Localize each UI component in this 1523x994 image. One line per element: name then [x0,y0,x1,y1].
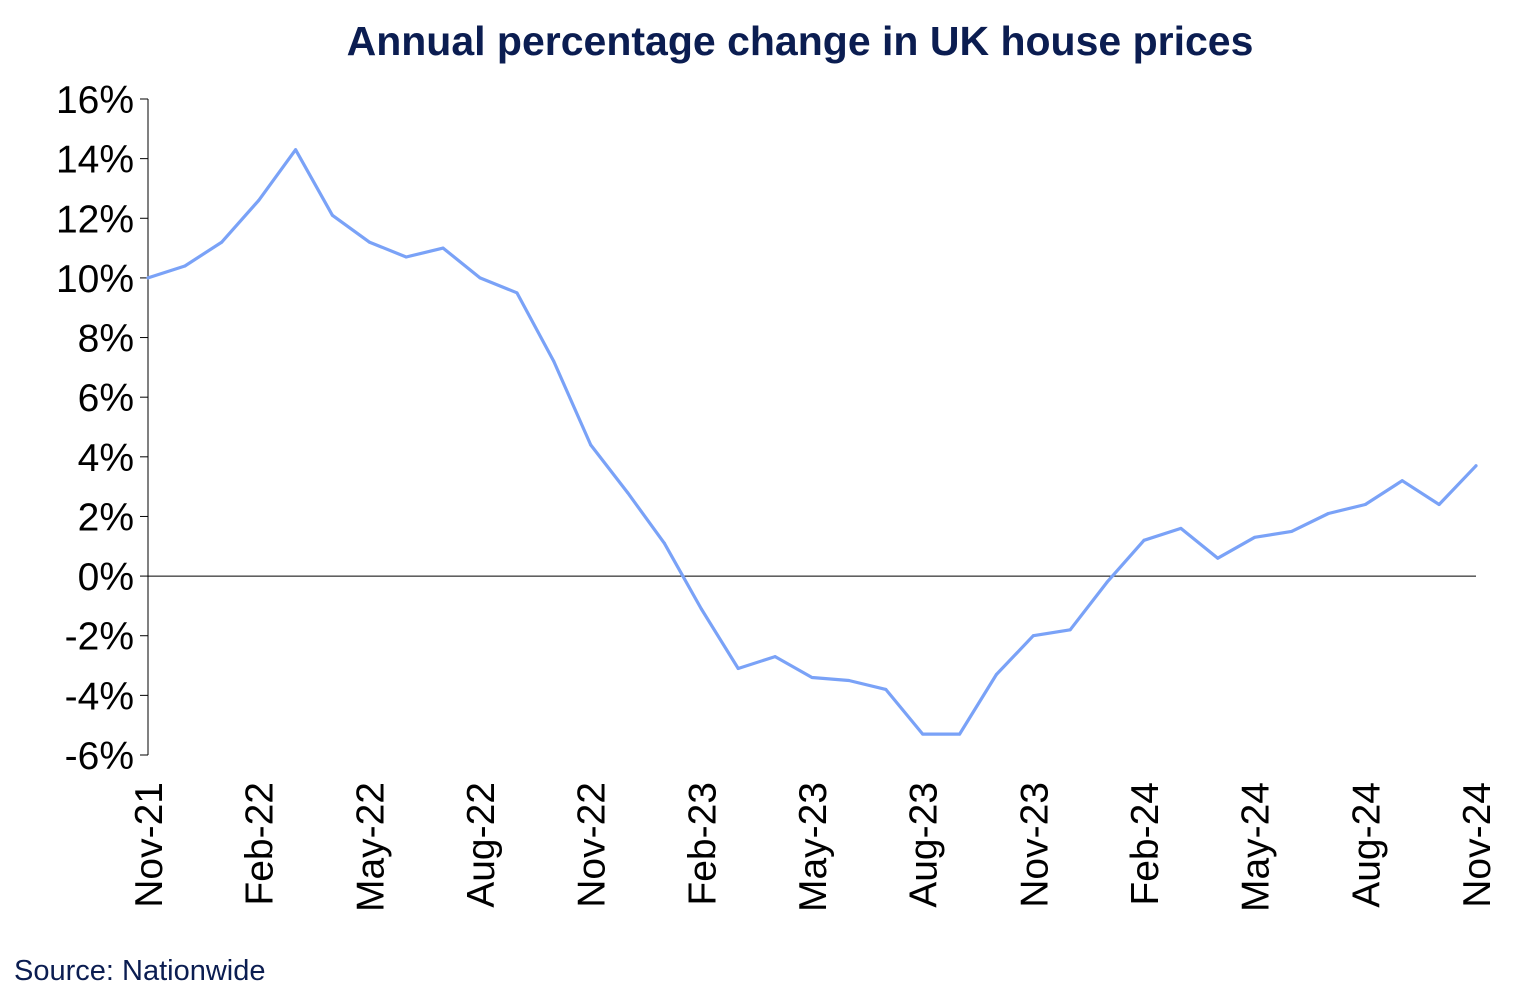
y-tick-label: 4% [78,437,134,480]
y-tick-label: 0% [78,556,134,599]
data-point [1142,538,1146,542]
data-point [183,264,187,268]
data-point [1474,464,1478,468]
data-point [884,687,888,691]
data-point [847,678,851,682]
x-tick-label: Nov-21 [128,782,171,908]
y-tick-label: 10% [56,258,134,301]
data-point [478,276,482,280]
data-point [958,732,962,736]
data-point [146,276,150,280]
data-point [773,655,777,659]
x-tick-label: May-24 [1235,782,1278,912]
data-point [736,667,740,671]
data-point [1363,503,1367,507]
y-tick-label: 8% [78,318,134,361]
data-point [810,675,814,679]
data-point [699,607,703,611]
data-point [1326,511,1330,515]
series-layer [146,148,1478,736]
data-point [1290,529,1294,533]
x-tick-label: Nov-22 [571,782,614,908]
chart-title: Annual percentage change in UK house pri… [346,18,1254,64]
data-point [1400,479,1404,483]
y-tick-label: -2% [65,616,134,659]
x-tick-label: Aug-22 [460,782,503,908]
x-tick-label: Aug-24 [1345,782,1388,908]
data-point [921,732,925,736]
data-point [1437,503,1441,507]
source-note: Source: Nationwide [14,955,266,987]
data-point [257,198,261,202]
data-point [1216,556,1220,560]
y-tick-label: 6% [78,377,134,420]
data-point [1031,634,1035,638]
data-point [1179,526,1183,530]
x-tick-label: May-23 [792,782,835,912]
x-tick-label: Nov-23 [1013,782,1056,908]
x-tick-label: Nov-24 [1456,782,1499,908]
data-point [662,541,666,545]
x-axis: Nov-21 Feb-22 May-22 Aug-22 Nov-22 Feb-23 May-… [128,575,1499,912]
y-axis: 16% 14% 12% 10% 8% 6% 4% 2% 0% -2% -4% -6% [56,79,149,778]
data-point [330,213,334,217]
x-tick-label: Feb-24 [1124,782,1167,906]
series-line-0 [146,148,1478,736]
y-tick-label: 2% [78,496,134,539]
data-point [626,491,630,495]
y-tick-label: 12% [56,198,134,241]
y-tick-label: 14% [56,139,134,182]
data-point [589,443,593,447]
y-tick-label: 16% [56,79,134,122]
y-tick-label: -6% [65,735,134,778]
data-point [441,246,445,250]
data-point [515,291,519,295]
data-point [220,240,224,244]
data-point [1105,580,1109,584]
data-point [367,240,371,244]
y-tick-label: -4% [65,675,134,718]
x-tick-label: Feb-23 [681,782,724,906]
x-tick-label: Feb-22 [239,782,282,906]
x-tick-label: May-22 [349,782,392,912]
data-point [404,255,408,259]
data-point [294,148,298,152]
data-point [552,359,556,363]
data-point [1068,628,1072,632]
x-tick-label: Aug-23 [903,782,946,908]
data-point [994,672,998,676]
data-point [1253,535,1257,539]
